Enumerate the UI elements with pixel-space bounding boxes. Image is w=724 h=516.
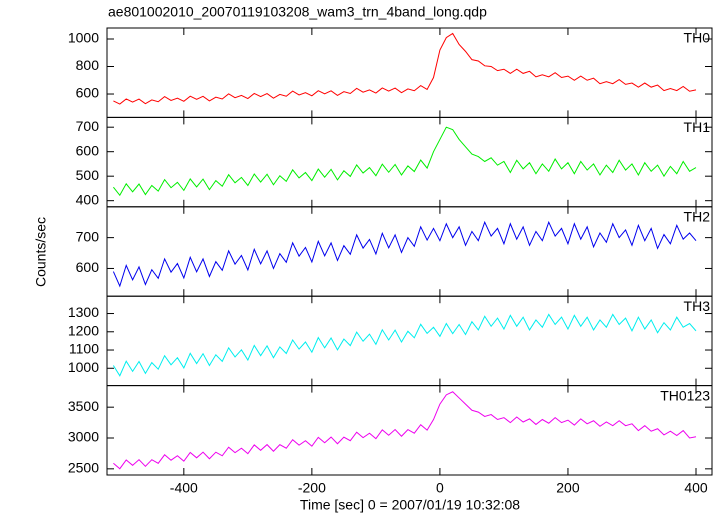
y-tick-label: 3500 [68, 398, 99, 414]
y-tick-label: 3000 [68, 429, 99, 445]
series-label: TH2 [684, 209, 711, 225]
x-axis-label: Time [sec] 0 = 2007/01/19 10:32:08 [300, 497, 520, 513]
x-tick-label: -400 [170, 480, 198, 496]
y-tick-label: 600 [76, 142, 100, 158]
y-tick-label: 700 [76, 228, 100, 244]
chart-title: ae801002010_20070119103208_wam3_trn_4ban… [108, 4, 487, 20]
panel-frame [106, 206, 713, 297]
series-label: TH0 [684, 30, 711, 46]
y-tick-label: 600 [76, 85, 100, 101]
y-tick-label: 1100 [69, 341, 99, 357]
panel-frame [106, 116, 713, 208]
y-tick-label: 600 [76, 259, 100, 275]
y-tick-label: 800 [76, 57, 100, 73]
series-label: TH0123 [660, 387, 710, 403]
panel-frame [106, 27, 713, 118]
y-axis-label: Counts/sec [33, 217, 49, 287]
series-line [112, 313, 697, 377]
y-tick-label: 1000 [68, 30, 99, 46]
y-tick-label: 700 [76, 118, 100, 134]
y-tick-label: 1200 [68, 322, 99, 338]
series-line [112, 220, 697, 288]
series-line [113, 32, 697, 105]
y-tick-label: 1300 [68, 304, 99, 320]
y-tick-label: 400 [76, 191, 100, 207]
y-tick-label: 500 [76, 167, 100, 183]
x-tick-label: 0 [436, 480, 444, 496]
series-label: TH1 [684, 119, 711, 135]
x-tick-label: 400 [684, 480, 708, 496]
x-tick-label: 200 [556, 480, 580, 496]
panel-frame [106, 295, 713, 387]
series-line [113, 126, 697, 197]
series-line [113, 391, 697, 470]
x-tick-label: -200 [298, 480, 326, 496]
y-tick-label: 1000 [68, 359, 99, 375]
y-tick-label: 2500 [68, 460, 99, 476]
series-label: TH3 [684, 298, 711, 314]
panel-frame [106, 385, 713, 476]
